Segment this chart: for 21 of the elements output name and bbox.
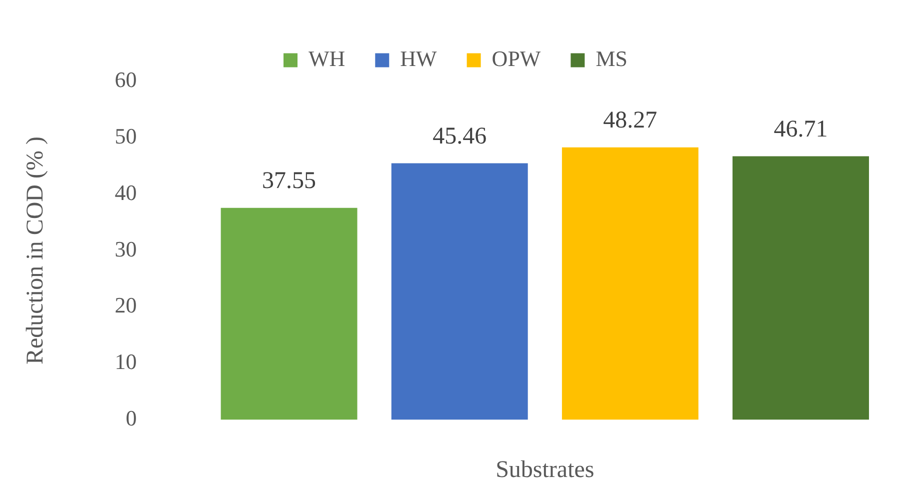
legend-label: OPW (492, 46, 541, 71)
y-tick-label: 10 (114, 349, 137, 374)
legend-label: MS (596, 46, 628, 71)
y-tick-label: 40 (114, 180, 137, 205)
data-label: 37.55 (262, 168, 316, 194)
y-tick-label: 30 (114, 236, 137, 262)
legend-label: WH (308, 46, 346, 71)
bar (732, 156, 869, 420)
data-label: 46.71 (774, 116, 828, 142)
legend-label: HW (400, 46, 438, 71)
data-label: 45.46 (432, 124, 487, 150)
data-label: 48.27 (603, 108, 658, 134)
y-tick-label: 20 (114, 292, 137, 318)
y-tick-label: 0 (126, 406, 137, 431)
bar (391, 163, 528, 420)
bar (562, 147, 698, 420)
y-axis-title: Reduction in COD (% ) (22, 136, 49, 364)
x-axis-title: Substrates (496, 456, 594, 483)
bar (220, 208, 358, 420)
y-tick-label: 50 (114, 123, 137, 148)
y-tick-label: 60 (114, 66, 137, 92)
